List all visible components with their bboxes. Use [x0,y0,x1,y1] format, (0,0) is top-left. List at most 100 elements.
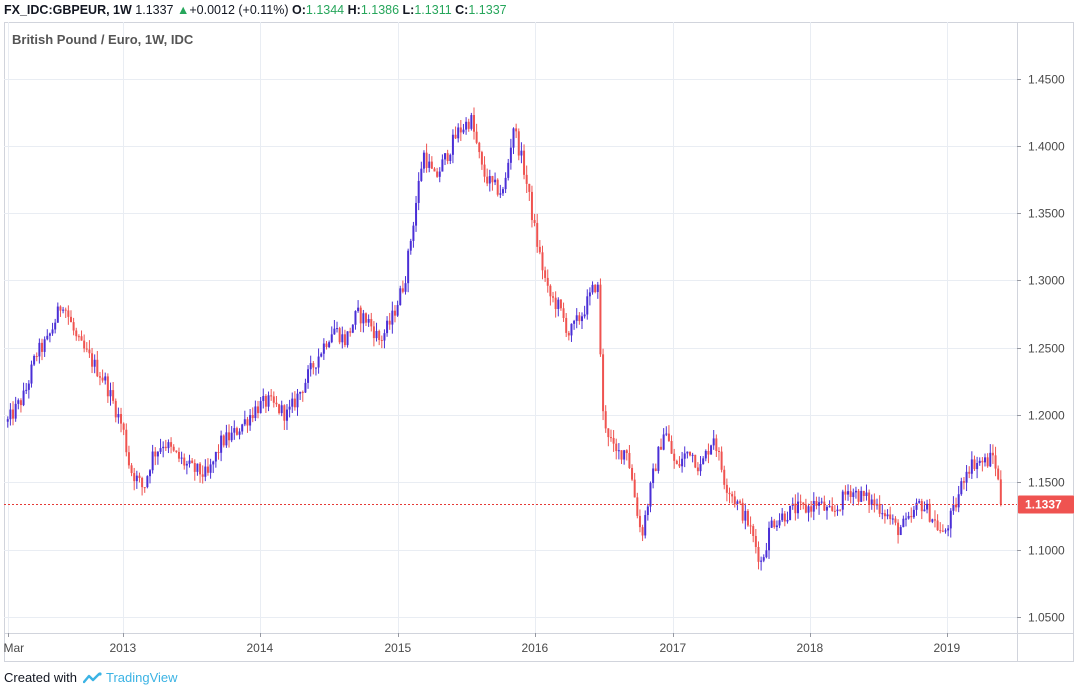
candle-body [293,398,296,408]
candle-body [499,193,502,195]
candle-body [989,452,992,467]
candle-body [994,455,997,469]
price-tick-label: 1.1500 [1028,476,1065,490]
candle-body [588,292,591,297]
candle-body [873,499,876,506]
candle-body [852,492,855,497]
candle-body [454,134,457,139]
candle-body [251,415,254,419]
candles [6,107,1002,571]
symbol-header: FX_IDC:GBPEUR, 1W 1.1337 ▲+0.0012 (+0.11… [0,0,1078,22]
candle-body [962,481,965,483]
candle-body [578,315,581,322]
candle-body [565,317,568,333]
symbol-label[interactable]: FX_IDC:GBPEUR, 1W [4,3,132,17]
candle-body [683,453,686,459]
time-tick-label: 2015 [385,641,412,655]
candle-body [288,406,291,410]
candle-body [833,510,836,512]
candle-body [91,353,94,367]
candle-body [201,474,204,477]
candle-body [918,501,921,503]
candle-body [309,363,312,370]
candle-body [122,423,125,430]
candle-body [754,536,757,547]
candle-body [404,283,407,292]
time-tick-label: 2013 [110,641,137,655]
candle-body [638,515,641,528]
candle-body [675,460,678,465]
candle-body [372,326,375,339]
candle-body [704,450,707,459]
candle-body [478,142,481,153]
candle-body [409,240,412,251]
chart-frame[interactable]: 1.0500 1.1000 1.1500 1.2000 1.2500 1.3000 1.35… [4,22,1074,662]
candle-body [225,432,228,446]
candle-body [818,502,821,506]
candle-body [154,451,157,457]
candle-body [462,129,465,133]
candlestick-chart[interactable]: 1.0500 1.1000 1.1500 1.2000 1.2500 1.3000 1.35… [4,22,1074,662]
candle-body [491,176,494,183]
candle-body [612,437,615,444]
time-tick-label: Mar [4,641,24,655]
price-tick-label: 1.4500 [1028,73,1065,87]
candle-body [162,446,165,449]
candle-body [106,376,109,397]
candle-body [715,438,718,452]
candle-body [483,164,486,177]
candle-body [451,134,454,155]
candle-body [523,150,526,175]
tradingview-link[interactable]: TradingView [82,668,178,688]
candle-body [420,168,423,181]
candle-body [296,393,299,408]
candle-body [127,452,130,466]
candle-body [425,152,428,168]
candle-body [93,359,96,367]
candle-body [802,502,805,505]
candle-body [541,252,544,271]
candle-body [686,451,689,454]
price-change: +0.0012 (+0.11%) [189,3,289,17]
candle-body [51,329,54,334]
candle-body [328,342,331,348]
candle-body [599,284,602,355]
candle-body [789,505,792,520]
candle-body [133,473,136,482]
candle-body [386,320,389,334]
price-tick-label: 1.0500 [1028,611,1065,625]
candle-body [19,400,22,406]
candle-body [470,115,473,129]
candle-body [285,409,288,421]
open-label: O: [292,3,306,17]
candle-body [449,154,452,161]
candle-body [436,171,439,177]
footer: Created with TradingView [4,668,178,688]
candle-body [947,528,950,531]
close-label: C: [455,3,469,17]
candle-body [783,513,786,522]
candle-body [46,335,49,340]
candle-body [623,450,626,460]
candle-body [333,328,336,335]
candle-body [30,364,33,384]
candle-body [765,550,768,558]
candle-body [773,520,776,528]
candle-body [744,510,747,521]
candle-body [101,377,104,381]
candle-body [804,504,807,513]
candle-body [322,343,325,354]
candle-body [999,479,1002,505]
low-label: L: [402,3,415,17]
candle-body [262,395,265,401]
candle-body [209,464,212,473]
candle-body [899,527,902,536]
candle-body [549,285,552,297]
candle-body [920,501,923,512]
time-axis[interactable]: Mar 2013 2014 2015 2016 2017 2018 2019 [4,633,961,655]
candle-body [970,459,973,474]
candle-body [712,438,715,446]
candle-body [85,348,88,350]
price-axis[interactable]: 1.0500 1.1000 1.1500 1.2000 1.2500 1.3000 1.35… [1017,73,1065,625]
candle-body [304,382,307,393]
